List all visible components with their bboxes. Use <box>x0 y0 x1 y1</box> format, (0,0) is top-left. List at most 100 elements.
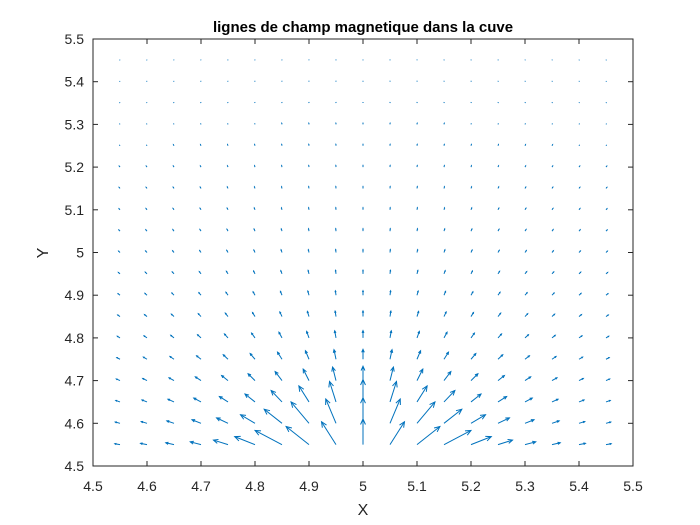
field-arrow <box>605 186 608 189</box>
x-tick-label: 5 <box>359 478 367 494</box>
field-arrow <box>605 378 611 382</box>
field-arrow <box>578 250 582 253</box>
field-arrow <box>605 144 608 147</box>
field-arrow <box>145 186 148 189</box>
y-tick-label: 5.2 <box>65 159 85 175</box>
field-arrow <box>470 414 487 424</box>
field-arrow <box>578 420 586 424</box>
field-arrow <box>362 206 364 210</box>
field-arrow <box>578 186 581 189</box>
field-arrow <box>280 269 283 275</box>
x-axis-label: X <box>358 502 369 519</box>
field-arrow <box>605 165 608 168</box>
y-axis-label: Y <box>35 247 52 258</box>
field-arrow <box>335 206 337 210</box>
field-arrow <box>226 185 229 189</box>
field-arrow <box>389 289 392 296</box>
field-arrow <box>605 442 613 446</box>
field-arrow <box>164 441 175 446</box>
field-arrow <box>578 123 580 125</box>
field-arrow <box>551 441 562 446</box>
field-arrow <box>605 292 609 296</box>
field-arrow <box>470 206 473 210</box>
field-arrow <box>198 270 202 275</box>
field-arrow <box>605 101 607 104</box>
field-arrow <box>443 248 446 253</box>
x-tick-label: 5.4 <box>569 478 589 494</box>
field-arrow <box>416 401 436 424</box>
field-arrow <box>361 348 365 360</box>
field-arrow <box>220 374 229 381</box>
field-arrow <box>334 289 337 296</box>
field-arrow <box>117 271 121 275</box>
field-arrow <box>244 393 256 403</box>
field-arrow <box>114 399 121 403</box>
field-arrow <box>252 290 256 296</box>
field-arrow <box>304 349 310 360</box>
field-arrow <box>605 207 608 211</box>
field-arrow <box>239 414 256 424</box>
field-arrow <box>578 377 585 382</box>
field-arrow <box>443 206 446 210</box>
field-arrow <box>470 393 482 403</box>
field-arrow <box>199 207 202 211</box>
field-arrow <box>173 123 175 125</box>
field-arrow <box>497 395 508 403</box>
field-arrow <box>307 227 310 232</box>
field-arrow <box>470 332 476 339</box>
field-arrow <box>551 207 554 211</box>
field-arrow <box>224 312 229 317</box>
field-arrow <box>361 309 365 317</box>
field-arrow <box>605 421 612 424</box>
field-arrow <box>578 144 581 147</box>
field-arrow <box>172 143 175 146</box>
field-arrow <box>416 248 419 253</box>
field-arrow <box>443 429 473 446</box>
field-arrow <box>298 384 310 403</box>
field-arrow <box>274 370 283 381</box>
field-arrow <box>233 435 256 446</box>
field-arrow <box>253 429 283 446</box>
y-tick-label: 5.3 <box>65 116 85 132</box>
field-arrow <box>199 228 202 232</box>
field-arrow <box>278 331 283 339</box>
field-arrow <box>114 421 121 424</box>
field-arrow <box>226 164 229 168</box>
field-arrow <box>334 309 337 317</box>
field-arrow <box>497 374 506 381</box>
field-arrow <box>227 143 229 146</box>
field-arrow <box>171 270 175 275</box>
field-arrow <box>443 227 446 232</box>
field-arrow <box>167 377 175 382</box>
field-arrow <box>605 228 609 232</box>
field-arrow <box>551 270 555 275</box>
field-arrow <box>116 314 121 317</box>
field-arrow <box>115 378 121 382</box>
field-arrow <box>497 333 503 339</box>
field-arrow <box>524 270 528 275</box>
field-arrow <box>470 352 477 360</box>
field-arrow <box>443 351 450 360</box>
field-arrow <box>169 334 175 339</box>
field-arrow <box>195 354 202 360</box>
field-arrow <box>144 271 148 275</box>
field-arrow <box>334 269 337 274</box>
field-arrow <box>144 292 148 296</box>
field-arrow <box>171 249 175 253</box>
field-arrow <box>117 250 121 253</box>
field-arrow <box>524 207 527 211</box>
field-arrow <box>276 351 283 360</box>
field-arrow <box>605 356 611 360</box>
y-tick-label: 4.6 <box>65 415 85 431</box>
field-arrow <box>253 185 256 189</box>
field-arrow <box>145 228 148 232</box>
field-arrow <box>470 269 474 275</box>
field-arrow <box>524 185 527 189</box>
field-arrow <box>218 395 229 403</box>
field-arrow <box>196 333 202 339</box>
field-arrow <box>524 143 527 146</box>
field-arrow <box>497 312 502 317</box>
field-arrow <box>116 335 121 339</box>
field-arrow <box>497 249 500 253</box>
field-arrow <box>222 353 229 360</box>
